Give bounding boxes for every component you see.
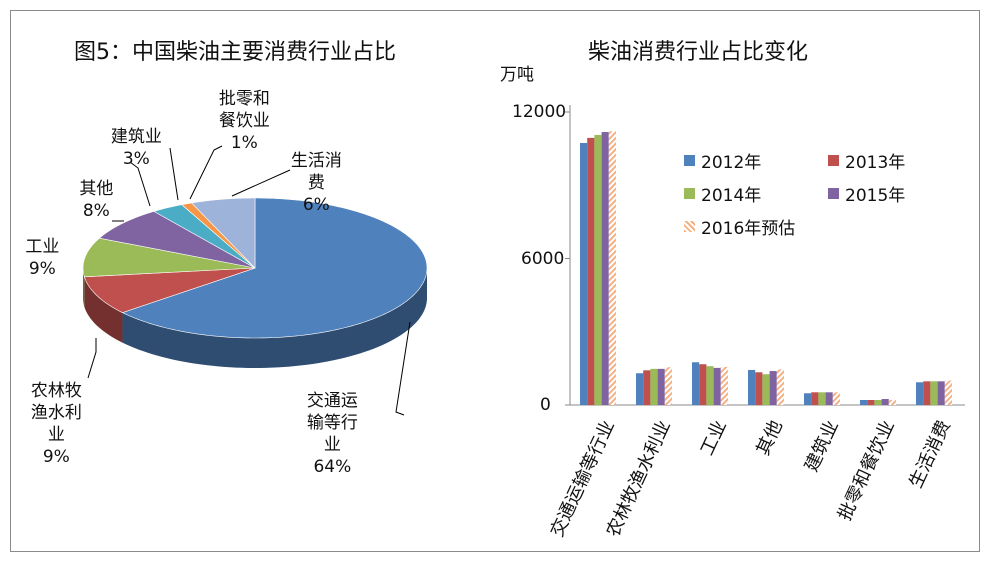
pie-slice-side (122, 268, 427, 368)
pie-slice (82, 237, 256, 278)
legend-swatch (684, 188, 695, 199)
legend-swatch (828, 188, 839, 199)
bar-2016年预估 (944, 380, 952, 405)
bar-2012年 (804, 393, 812, 405)
bar-2012年 (692, 362, 700, 405)
bar-2015年 (713, 367, 721, 405)
pie-leader-line (189, 145, 223, 200)
legend-swatch (684, 221, 695, 232)
legend-swatch (828, 155, 839, 166)
bar-2014年 (762, 374, 770, 405)
bar-2015年 (769, 371, 777, 405)
pie-leader-line (231, 169, 291, 197)
pie-label-agriculture: 农林牧渔水利业 9% (30, 381, 82, 467)
bar-2015年 (825, 392, 833, 405)
bar-title: 柴油消费行业占比变化 (588, 40, 809, 65)
bar-2013年 (699, 364, 707, 405)
bar-chart (565, 105, 965, 406)
y-tick-6000: 6000 (521, 249, 565, 269)
legend-item-2013: 2013年 (828, 148, 905, 173)
legend-item-2012: 2012年 (684, 148, 761, 173)
pie-leader-line (87, 338, 97, 379)
pie-slice (153, 204, 256, 269)
pie-slice-side (83, 268, 85, 307)
bar-2012年 (916, 382, 924, 405)
bar-2012年 (636, 373, 644, 405)
pie-label-transport: 交通运输等行业 64% (306, 391, 358, 477)
bar-2012年 (860, 399, 868, 405)
bar-2016年预估 (664, 367, 672, 405)
pie-label-construction: 建筑业 3% (110, 127, 162, 169)
bar-2015年 (881, 399, 889, 405)
legend-item-2016-estimate: 2016年预估 (684, 214, 795, 239)
bar-2016年预估 (888, 399, 896, 405)
bar-2014年 (930, 381, 938, 405)
bar-2015年 (657, 368, 665, 405)
pie-slice (121, 197, 428, 339)
bar-2013年 (923, 381, 931, 405)
bar-2013年 (755, 372, 763, 405)
bar-2014年 (706, 366, 714, 405)
figure-border (10, 10, 980, 552)
pie-slice (191, 197, 256, 269)
bar-2014年 (594, 134, 602, 405)
pie-title: 图5：中国柴油主要消费行业占比 (74, 40, 396, 65)
y-axis-label: 万吨 (500, 65, 534, 85)
legend-item-2015: 2015年 (828, 181, 905, 206)
bar-2014年 (650, 368, 658, 405)
pie-leader-line (169, 147, 179, 201)
bar-2015年 (601, 132, 609, 405)
pie-leader-line (129, 161, 151, 207)
pie-label-living: 生活消费 6% (290, 151, 342, 215)
bar-2016年预估 (608, 131, 616, 405)
pie-slice (83, 267, 256, 313)
pie-label-industry: 工业 9% (25, 237, 60, 279)
bar-2014年 (818, 392, 826, 405)
bar-2015年 (937, 381, 945, 405)
bar-2016年预估 (720, 366, 728, 405)
pie-slice-side (84, 276, 123, 343)
pie-leader-line (395, 321, 411, 416)
bar-2014年 (874, 399, 882, 405)
pie-label-other: 其他 8% (79, 179, 114, 221)
bar-2016年预估 (776, 369, 784, 405)
pie-label-retail: 批零和餐饮业 1% (218, 89, 270, 153)
bar-2013年 (587, 137, 595, 406)
y-tick-12000: 12000 (512, 102, 567, 122)
bar-2013年 (867, 399, 875, 405)
legend-swatch (684, 155, 695, 166)
bar-2012年 (748, 369, 756, 405)
legend-item-2014: 2014年 (684, 181, 761, 206)
bar-2013年 (811, 392, 819, 405)
bar-2013年 (643, 370, 651, 405)
y-tick-0: 0 (540, 395, 551, 415)
bar-2012年 (580, 143, 588, 406)
bar-2016年预估 (832, 392, 840, 405)
pie-slice (98, 211, 256, 269)
pie-chart (82, 145, 428, 416)
